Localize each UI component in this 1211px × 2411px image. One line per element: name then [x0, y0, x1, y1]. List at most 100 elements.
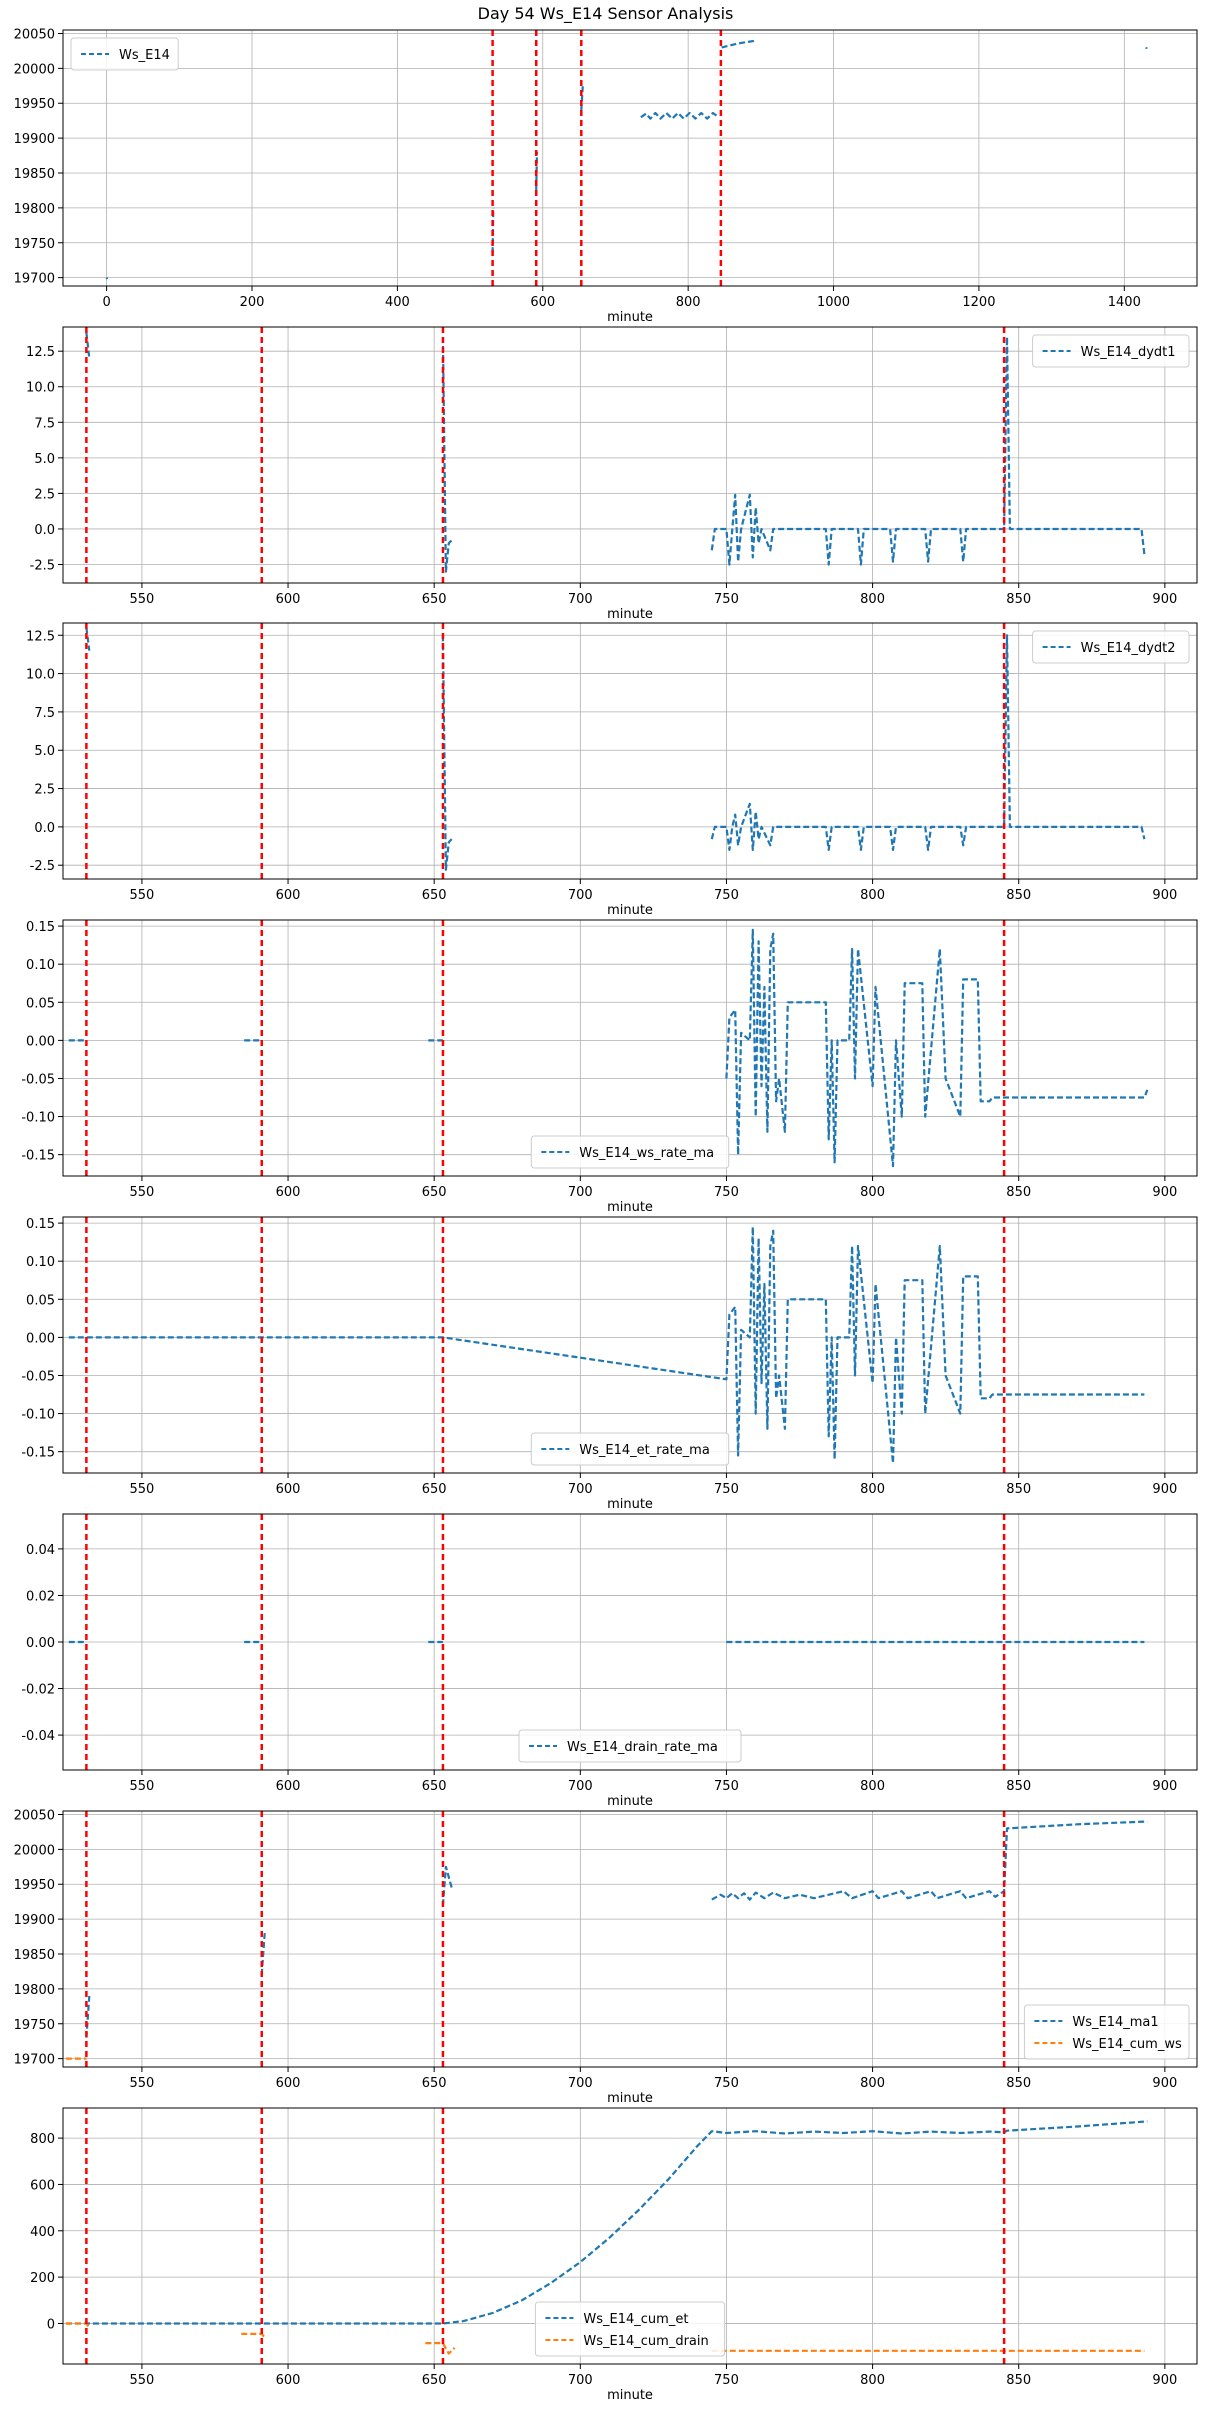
x-tick-label: 750	[714, 1185, 739, 1200]
plot-area	[105, 39, 1148, 280]
legend-label: Ws_E14_et_rate_ma	[579, 1443, 710, 1458]
series-line-Ws_E14_ma1	[441, 1865, 453, 1906]
legend-label: Ws_E14_drain_rate_ma	[567, 1740, 718, 1755]
x-tick-label: 700	[568, 2076, 593, 2091]
legend-label: Ws_E14_dydt1	[1081, 345, 1176, 360]
x-tick-label: 850	[1006, 1779, 1031, 1794]
chart-cum-et-cum-drain: 550 600 650 700 750 800 850 900 0 200 400 600 800 min…	[30, 2107, 1198, 2403]
x-tick-label: 900	[1152, 592, 1177, 607]
y-tick-label: 7.5	[34, 416, 55, 431]
y-tick-label: 5.0	[34, 744, 55, 759]
axes-frame	[62, 326, 1198, 584]
series-line-Ws_E14	[580, 85, 584, 111]
legend: Ws_E14_dydt2	[1032, 630, 1190, 664]
x-tick-label: 750	[714, 2373, 739, 2388]
x-tick-label: 900	[1152, 1482, 1177, 1497]
x-tick-label: 600	[276, 2076, 301, 2091]
y-tick-label: 0.15	[26, 920, 55, 935]
y-tick-label: -2.5	[30, 859, 55, 874]
series-line-Ws_E14_dydt2	[441, 635, 453, 871]
series-line-Ws_E14_cum_drain	[425, 2342, 456, 2355]
x-tick-label: 800	[860, 2373, 885, 2388]
series-line-Ws_E14_ma1	[260, 1933, 266, 1975]
x-tick-label: 400	[385, 295, 410, 310]
axes-frame	[62, 919, 1198, 1177]
y-tick-label: 19850	[14, 1948, 55, 1963]
y-tick-label: 2.5	[34, 783, 55, 798]
x-axis-label: minute	[607, 607, 653, 622]
series-line-Ws_E14_dydt2	[710, 634, 1146, 851]
series-line-Ws_E14_cum_drain	[65, 2322, 91, 2329]
x-tick-label: 750	[714, 2076, 739, 2091]
chart-drain-rate-ma: 550 600 650 700 750 800 850 900 -0.04 -0.02 0.00 0.…	[21, 1513, 1198, 1809]
y-tick-label: -0.10	[21, 1408, 55, 1423]
x-tick-label: 600	[530, 295, 555, 310]
plot-area	[85, 627, 1146, 871]
y-tick-label: 400	[30, 2225, 55, 2240]
x-tick-label: 650	[422, 1482, 447, 1497]
y-tick-label: 19950	[14, 97, 55, 112]
legend-label: Ws_E14	[119, 48, 170, 63]
y-tick-label: 5.0	[34, 452, 55, 467]
x-tick-label: 850	[1006, 2076, 1031, 2091]
series-line-Ws_E14_ma1	[85, 1995, 91, 2038]
y-tick-label: 19900	[14, 132, 55, 147]
series-line-Ws_E14_dydt1	[710, 335, 1146, 566]
x-tick-label: 750	[714, 888, 739, 903]
x-tick-label: 1200	[962, 295, 995, 310]
y-tick-label: 0.15	[26, 1217, 55, 1232]
series-line-Ws_E14_dydt2	[85, 627, 91, 651]
x-tick-label: 550	[129, 592, 154, 607]
series-line-Ws_E14_cum_drain	[241, 2332, 266, 2339]
x-tick-label: 700	[568, 1185, 593, 1200]
legend-box	[530, 1432, 730, 1466]
y-tick-label: -2.5	[30, 559, 55, 574]
x-axis-label: minute	[607, 2388, 653, 2403]
y-tick-label: 0.02	[26, 1589, 55, 1604]
x-axis-label: minute	[607, 2091, 653, 2106]
legend-label: Ws_E14_ma1	[1072, 2015, 1158, 2030]
legend-label: Ws_E14_cum_drain	[583, 2334, 708, 2349]
x-tick-label: 550	[129, 1779, 154, 1794]
y-tick-label: 19750	[14, 2018, 55, 2033]
legend: Ws_E14_dydt1	[1032, 334, 1190, 368]
chart-ma1-cum-ws: 550 600 650 700 750 800 850 900 19700 19750 19800 1…	[14, 1808, 1198, 2106]
y-tick-label: -0.10	[21, 1111, 55, 1126]
y-tick-label: 0.00	[26, 1034, 55, 1049]
x-tick-label: 700	[568, 2373, 593, 2388]
x-tick-label: 700	[568, 1482, 593, 1497]
legend-box	[1032, 630, 1190, 664]
x-tick-label: 650	[422, 1185, 447, 1200]
plot-area	[68, 928, 1149, 1168]
y-tick-label: 0.00	[26, 1636, 55, 1651]
legend-label: Ws_E14_dydt2	[1081, 641, 1176, 656]
x-tick-label: 600	[276, 592, 301, 607]
x-tick-label: 600	[276, 888, 301, 903]
y-tick-label: 12.5	[26, 345, 55, 360]
legend: Ws_E14_et_rate_ma	[530, 1432, 730, 1466]
y-tick-label: -0.04	[21, 1729, 55, 1744]
chart-ws-e14-dydt2: 550 600 650 700 750 800 850 900 -2.5 0.0 2.5 5.0 7.5…	[26, 622, 1198, 918]
legend-label: Ws_E14_ws_rate_ma	[579, 1146, 714, 1161]
y-tick-label: 2.5	[34, 487, 55, 502]
y-tick-label: 19800	[14, 202, 55, 217]
legend-label: Ws_E14_cum_et	[583, 2312, 688, 2327]
x-tick-label: 750	[714, 1482, 739, 1497]
x-tick-label: 800	[860, 1482, 885, 1497]
plot-area	[65, 1820, 1148, 2060]
x-tick-label: 600	[276, 1185, 301, 1200]
series-line-Ws_E14_ws_rate_ma	[725, 928, 1149, 1168]
axes-frame	[62, 1810, 1198, 2068]
legend: Ws_E14_ws_rate_ma	[530, 1135, 730, 1169]
legend-box	[518, 1729, 742, 1763]
legend-box	[534, 2301, 726, 2357]
legend-box	[1032, 334, 1190, 368]
y-tick-label: -0.15	[21, 1149, 55, 1164]
x-tick-label: 800	[860, 2076, 885, 2091]
y-tick-label: 0.0	[34, 523, 55, 538]
series-line-Ws_E14	[105, 277, 109, 280]
y-tick-label: 19950	[14, 1878, 55, 1893]
x-tick-label: 650	[422, 888, 447, 903]
x-axis-label: minute	[607, 1200, 653, 1215]
x-tick-label: 800	[860, 888, 885, 903]
